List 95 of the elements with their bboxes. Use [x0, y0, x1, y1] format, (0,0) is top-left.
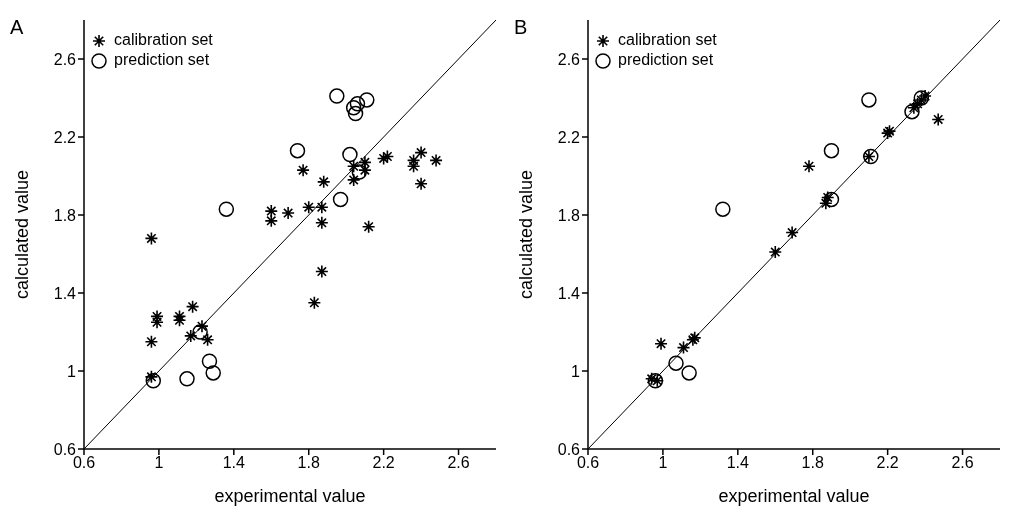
- y-axis-title: calculated value: [12, 169, 33, 300]
- point: [406, 153, 421, 168]
- point: [358, 163, 372, 177]
- x-tick-label: 2.6: [447, 454, 470, 472]
- y-axis-title: calculated value: [516, 169, 537, 300]
- x-tick-label: 0.6: [576, 454, 600, 472]
- point: [823, 142, 840, 159]
- point: [150, 315, 164, 330]
- point: [289, 142, 306, 159]
- point: [218, 201, 235, 217]
- y-tick-label: 2.2: [53, 128, 77, 146]
- point: [172, 313, 187, 328]
- legend-label: calibration set: [617, 30, 717, 50]
- point: [195, 319, 209, 333]
- point: [823, 191, 840, 208]
- point: [861, 92, 877, 108]
- y-tick-label: 2.6: [557, 50, 581, 68]
- point: [296, 163, 310, 177]
- x-axis-title: experimental value: [214, 486, 366, 506]
- y-tick-label: 1.8: [557, 206, 581, 224]
- point: [345, 100, 362, 116]
- point: [681, 365, 697, 381]
- point: [315, 200, 329, 214]
- point: [301, 200, 316, 214]
- point: [307, 295, 322, 310]
- x-tick-label: 0.6: [72, 454, 96, 472]
- point: [768, 245, 783, 259]
- point: [201, 353, 218, 369]
- y-tick-label: 1.4: [53, 284, 77, 302]
- point: [264, 204, 279, 218]
- point: [192, 324, 208, 340]
- point: [907, 100, 921, 115]
- x-tick-label: 2.2: [876, 454, 899, 472]
- point: [676, 340, 691, 355]
- y-tick-label: 1: [67, 362, 77, 380]
- point: [150, 309, 164, 324]
- point: [332, 191, 349, 208]
- point: [349, 96, 366, 112]
- y-tick-label: 2.6: [53, 50, 77, 68]
- point: [406, 159, 421, 174]
- x-tick-label: 2.2: [372, 454, 395, 472]
- legend-label: calibration set: [113, 30, 213, 50]
- point: [359, 92, 375, 108]
- legend-label: prediction set: [617, 50, 715, 70]
- x-tick-label: 1: [658, 454, 668, 472]
- point: [144, 334, 159, 349]
- point: [316, 175, 331, 189]
- point: [414, 177, 428, 191]
- point: [910, 97, 925, 111]
- point: [654, 336, 668, 351]
- point: [347, 105, 364, 122]
- x-tick-label: 1.4: [726, 454, 750, 472]
- point: [200, 333, 215, 347]
- point: [819, 196, 833, 211]
- point: [264, 214, 279, 228]
- point: [145, 373, 162, 389]
- point: [361, 219, 376, 234]
- point: [668, 355, 684, 371]
- x-tick-label: 1.8: [801, 454, 824, 472]
- y-tick-label: 2.2: [557, 128, 581, 146]
- point: [346, 173, 361, 187]
- point: [281, 206, 295, 220]
- point: [715, 201, 731, 217]
- point: [179, 371, 195, 387]
- point: [185, 299, 200, 314]
- point: [904, 103, 920, 120]
- x-tick-label: 2.6: [951, 454, 974, 472]
- point: [820, 190, 835, 205]
- y-tick-label: 1.8: [53, 206, 77, 224]
- y-tick-label: 1.4: [557, 284, 581, 302]
- x-tick-label: 1.4: [222, 454, 246, 472]
- point: [144, 231, 159, 246]
- chart-title: A: [10, 16, 24, 39]
- point: [315, 216, 329, 230]
- x-tick-label: 1: [154, 454, 164, 472]
- point: [342, 146, 358, 163]
- point: [785, 225, 799, 240]
- point: [315, 264, 329, 279]
- point: [144, 370, 159, 384]
- point: [329, 88, 345, 104]
- point: [380, 149, 395, 164]
- y-tick-label: 1: [571, 362, 581, 380]
- x-axis-title: experimental value: [718, 486, 870, 506]
- point: [931, 112, 945, 127]
- legend-label: prediction set: [113, 50, 211, 70]
- x-tick-label: 1.8: [297, 454, 320, 472]
- point: [429, 153, 443, 168]
- point: [918, 89, 932, 103]
- point: [205, 365, 221, 381]
- point: [644, 372, 659, 386]
- point: [802, 159, 816, 174]
- point: [414, 145, 428, 160]
- chart-title: B: [514, 16, 528, 39]
- point: [351, 164, 368, 180]
- point: [183, 329, 198, 343]
